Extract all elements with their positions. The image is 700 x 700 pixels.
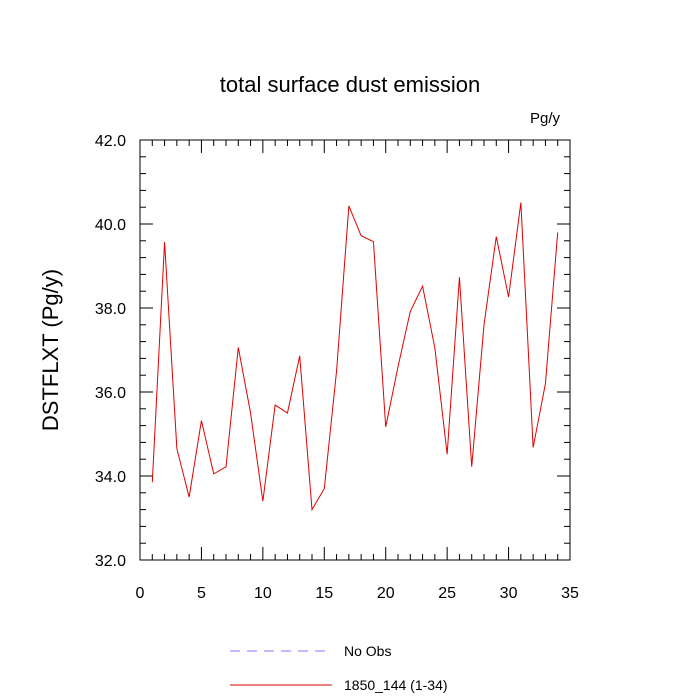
series-line-1850-144 (151, 202, 559, 512)
legend-label-no-obs: No Obs (344, 643, 391, 659)
y-tick-label: 36.0 (95, 385, 126, 402)
y-tick-label: 42.0 (95, 133, 126, 150)
y-tick-label: 40.0 (95, 217, 126, 234)
x-tick-label: 15 (315, 585, 333, 602)
chart-title: total surface dust emission (220, 72, 480, 97)
x-tick-label: 0 (136, 585, 145, 602)
legend-label-1850-144: 1850_144 (1-34) (344, 677, 448, 693)
x-tick-label: 25 (438, 585, 456, 602)
x-tick-label: 10 (254, 585, 272, 602)
axis-ticks (139, 139, 571, 561)
x-tick-label: 20 (377, 585, 395, 602)
y-axis-label: DSTFLXT (Pg/y) (38, 269, 63, 431)
plot-frame (139, 139, 571, 561)
x-tick-label: 35 (561, 585, 579, 602)
y-tick-label: 32.0 (95, 553, 126, 570)
units-label: Pg/y (530, 110, 561, 127)
series-layer (151, 202, 559, 512)
legend: No Obs 1850_144 (1-34) (230, 643, 448, 693)
y-tick-label: 38.0 (95, 301, 126, 318)
y-tick-label: 34.0 (95, 469, 126, 486)
x-tick-labels: 0 5 10 15 20 25 30 35 (136, 585, 579, 602)
y-tick-labels: 32.0 34.0 36.0 38.0 40.0 42.0 (95, 133, 126, 570)
x-tick-label: 30 (500, 585, 518, 602)
x-tick-label: 5 (197, 585, 206, 602)
